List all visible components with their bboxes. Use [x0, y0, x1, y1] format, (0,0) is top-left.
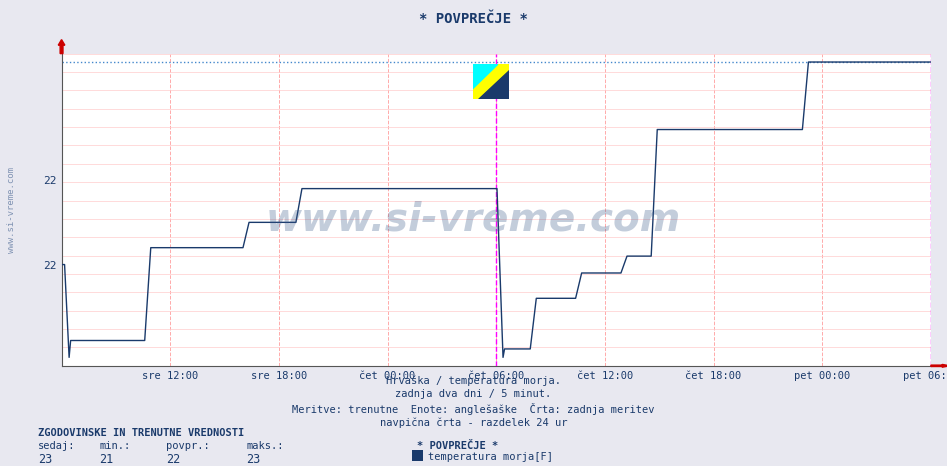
Text: 23: 23 [246, 453, 260, 466]
Text: Meritve: trenutne  Enote: anglešaške  Črta: zadnja meritev: Meritve: trenutne Enote: anglešaške Črta… [293, 403, 654, 415]
Text: Hrvaška / temperatura morja.: Hrvaška / temperatura morja. [386, 375, 561, 386]
Text: 21: 21 [99, 453, 114, 466]
Text: povpr.:: povpr.: [166, 441, 209, 451]
Text: ZGODOVINSKE IN TRENUTNE VREDNOSTI: ZGODOVINSKE IN TRENUTNE VREDNOSTI [38, 428, 244, 438]
Polygon shape [473, 64, 498, 89]
Text: 23: 23 [38, 453, 52, 466]
Text: maks.:: maks.: [246, 441, 284, 451]
Text: www.si-vreme.com: www.si-vreme.com [266, 200, 681, 238]
Polygon shape [478, 69, 509, 99]
Text: * POVPREČJE *: * POVPREČJE * [420, 12, 527, 26]
Text: navpična črta - razdelek 24 ur: navpična črta - razdelek 24 ur [380, 417, 567, 428]
Text: * POVPREČJE *: * POVPREČJE * [417, 441, 498, 451]
Text: zadnja dva dni / 5 minut.: zadnja dva dni / 5 minut. [396, 389, 551, 399]
Text: 22: 22 [166, 453, 180, 466]
Text: sedaj:: sedaj: [38, 441, 76, 451]
Text: temperatura morja[F]: temperatura morja[F] [428, 452, 553, 462]
Text: min.:: min.: [99, 441, 131, 451]
Text: www.si-vreme.com: www.si-vreme.com [7, 167, 16, 253]
